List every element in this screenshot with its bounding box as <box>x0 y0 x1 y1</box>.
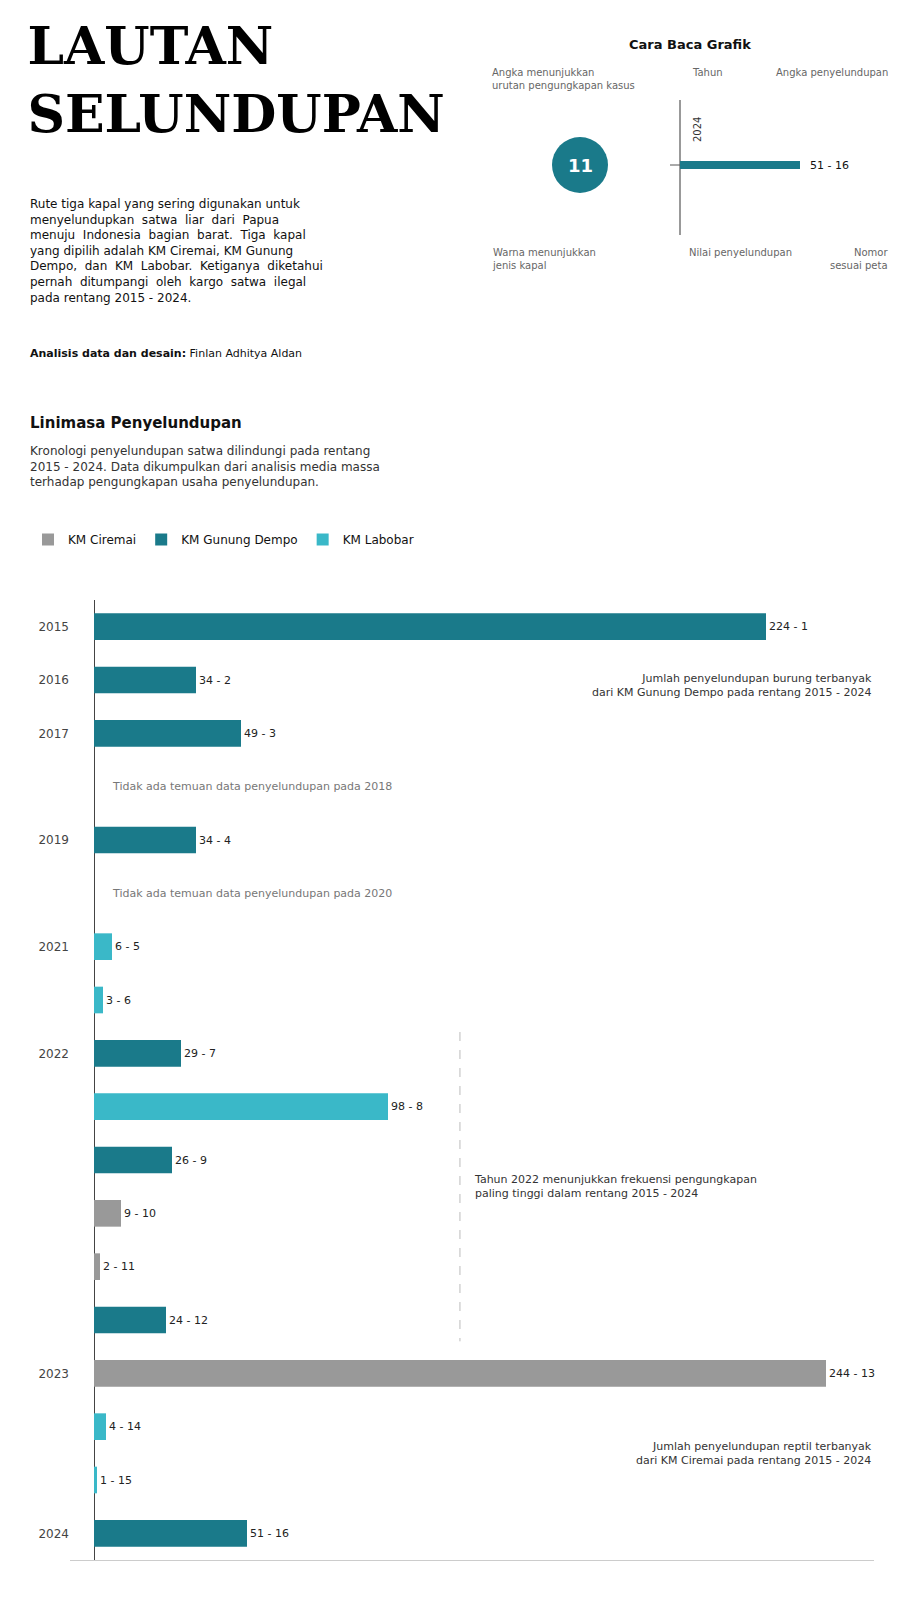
svg-text:224 - 1: 224 - 1 <box>769 620 808 633</box>
svg-text:2022: 2022 <box>38 1047 69 1061</box>
svg-text:2015: 2015 <box>38 620 69 634</box>
svg-text:29 - 7: 29 - 7 <box>184 1047 216 1060</box>
svg-text:51 - 16: 51 - 16 <box>250 1527 289 1540</box>
svg-text:Nomorsesuai peta: Nomorsesuai peta <box>830 247 888 271</box>
svg-text:2019: 2019 <box>38 833 69 847</box>
svg-text:Warna menunjukkanjenis kapal: Warna menunjukkanjenis kapal <box>492 247 596 271</box>
svg-text:2021: 2021 <box>38 940 69 954</box>
svg-text:24 - 12: 24 - 12 <box>169 1314 208 1327</box>
svg-text:51 - 16: 51 - 16 <box>810 159 849 172</box>
svg-text:Tidak ada temuan data penyelun: Tidak ada temuan data penyelundupan pada… <box>112 780 392 793</box>
svg-text:Analisis data dan desain: Finl: Analisis data dan desain: Finlan Adhitya… <box>30 347 302 360</box>
svg-text:Angka menunjukkanurutan pengun: Angka menunjukkanurutan pengungkapan kas… <box>492 67 635 91</box>
svg-text:Tahun: Tahun <box>692 67 723 78</box>
svg-text:3 - 6: 3 - 6 <box>106 994 131 1007</box>
svg-text:244 - 13: 244 - 13 <box>829 1367 875 1380</box>
svg-text:Cara Baca Grafik: Cara Baca Grafik <box>629 37 751 52</box>
svg-text:4 - 14: 4 - 14 <box>109 1420 141 1433</box>
svg-text:2 - 11: 2 - 11 <box>103 1260 135 1273</box>
svg-text:1 - 15: 1 - 15 <box>100 1474 132 1487</box>
svg-text:Jumlah penyelundupan burung te: Jumlah penyelundupan burung terbanyakdar… <box>592 672 872 699</box>
svg-text:Tahun 2022 menunjukkan frekuen: Tahun 2022 menunjukkan frekuensi pengung… <box>474 1173 757 1200</box>
svg-text:Tidak ada temuan data penyelun: Tidak ada temuan data penyelundupan pada… <box>112 887 392 900</box>
svg-text:LAUTANSELUNDUPAN: LAUTANSELUNDUPAN <box>27 15 444 144</box>
svg-text:Rute tiga kapal yang sering di: Rute tiga kapal yang sering digunakan un… <box>30 197 323 305</box>
svg-text:Jumlah penyelundupan reptil te: Jumlah penyelundupan reptil terbanyakdar… <box>636 1440 872 1467</box>
svg-text:2024: 2024 <box>38 1527 69 1541</box>
svg-text:34 - 2: 34 - 2 <box>199 674 231 687</box>
svg-text:KM Labobar: KM Labobar <box>343 533 414 547</box>
svg-text:KM Ciremai: KM Ciremai <box>68 533 136 547</box>
svg-text:98 - 8: 98 - 8 <box>391 1100 423 1113</box>
svg-text:Nilai penyelundupan: Nilai penyelundupan <box>689 247 792 258</box>
svg-text:34 - 4: 34 - 4 <box>199 834 231 847</box>
svg-text:KM Gunung Dempo: KM Gunung Dempo <box>181 533 297 547</box>
svg-text:2024: 2024 <box>692 117 703 142</box>
svg-text:Linimasa Penyelundupan: Linimasa Penyelundupan <box>30 414 242 432</box>
svg-text:49 - 3: 49 - 3 <box>244 727 276 740</box>
svg-text:6 - 5: 6 - 5 <box>115 940 140 953</box>
svg-text:2017: 2017 <box>38 727 69 741</box>
svg-text:11: 11 <box>568 155 593 176</box>
svg-text:2023: 2023 <box>38 1367 69 1381</box>
svg-text:26 - 9: 26 - 9 <box>175 1154 207 1167</box>
svg-text:Kronologi penyelundupan satwa: Kronologi penyelundupan satwa dilindungi… <box>30 444 380 489</box>
svg-text:2016: 2016 <box>38 673 69 687</box>
svg-text:Angka penyelundupan: Angka penyelundupan <box>776 67 888 78</box>
svg-text:9 - 10: 9 - 10 <box>124 1207 156 1220</box>
